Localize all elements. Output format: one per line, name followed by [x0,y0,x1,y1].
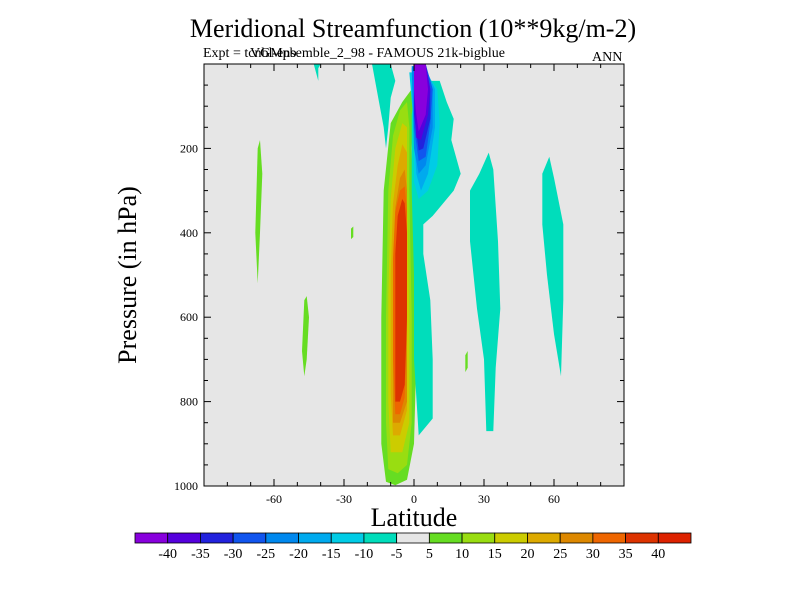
x-tick-label: -30 [336,492,352,506]
colorbar-swatch [527,532,561,544]
colorbar-label: -30 [224,547,243,562]
contour-green-dot-east [465,351,468,373]
colorbar-label: -5 [391,547,403,562]
colorbar-label: -20 [289,547,308,562]
colorbar-swatch [167,532,201,544]
x-tick-label: 60 [548,492,560,506]
chart-subtitle-overlay: VGMpb [250,46,297,61]
colorbar-swatch [592,532,626,544]
colorbar-label: 10 [455,547,469,562]
colorbar-swatch [232,532,267,544]
colorbar-label: 35 [619,547,633,562]
chart-subtitle: Expt = tcnbl-ensemble_2_98 - FAMOUS 21k-… [203,46,505,61]
x-tick-label: -60 [266,492,282,506]
x-axis-label: Latitude [370,503,458,532]
season-label: ANN [592,50,623,65]
colorbar-swatch [396,532,430,544]
colorbar-swatch [461,532,496,544]
y-tick-label: 600 [180,310,198,324]
contour-cyan-east-patch-2 [542,156,564,377]
contour-cyan-upper-left-tongue [372,64,396,149]
colorbar-swatch [134,532,169,544]
colorbar-swatch [625,532,659,544]
contour-cyan-top-small-left [313,64,321,81]
contour-positive-cell-core [395,199,407,402]
colorbar-label: -10 [355,547,374,562]
colorbar-swatch [428,532,463,544]
x-tick-label: 0 [411,492,417,506]
colorbar-label: 5 [426,547,433,562]
colorbar-label: 25 [553,547,567,562]
contour-green-dot-mid [351,226,354,240]
contour-green-sliver-west-1 [255,140,263,284]
colorbar-swatch [363,532,398,544]
colorbar-label: -15 [322,547,341,562]
y-tick-label: 200 [180,141,198,155]
y-axis-ticks: 200 400 600 800 1000 [174,63,624,493]
y-tick-label: 400 [180,226,198,240]
contour-green-sliver-west-2 [302,296,309,377]
colorbar-label: -25 [256,547,275,562]
colorbar-swatch [494,532,528,544]
x-axis-ticks: -60 -30 0 30 60 [203,64,625,506]
colorbar-swatch [657,532,692,544]
y-tick-label: 1000 [174,479,198,493]
colorbar-swatch [559,532,594,544]
colorbar-label: 40 [651,547,665,562]
colorbar-swatch [298,532,332,544]
contour-cyan-east-patch-1 [470,152,501,432]
y-tick-label: 800 [180,395,198,409]
contour-regions [255,64,564,486]
colorbar: -40 -35 -30 -25 -20 -15 -10 -5 5 10 15 20 25 30 35 40 [134,532,692,562]
colorbar-swatch [330,532,365,544]
x-tick-label: 30 [478,492,490,506]
chart-title: Meridional Streamfunction (10**9kg/m-2) [189,14,637,43]
colorbar-label: 30 [586,547,600,562]
colorbar-label: 15 [488,547,502,562]
colorbar-label: -35 [191,547,210,562]
colorbar-swatch [265,532,299,544]
colorbar-label: -40 [158,547,177,562]
colorbar-label: 20 [521,547,535,562]
colorbar-swatch [200,532,234,544]
contour-purple-cell-core [414,64,428,132]
